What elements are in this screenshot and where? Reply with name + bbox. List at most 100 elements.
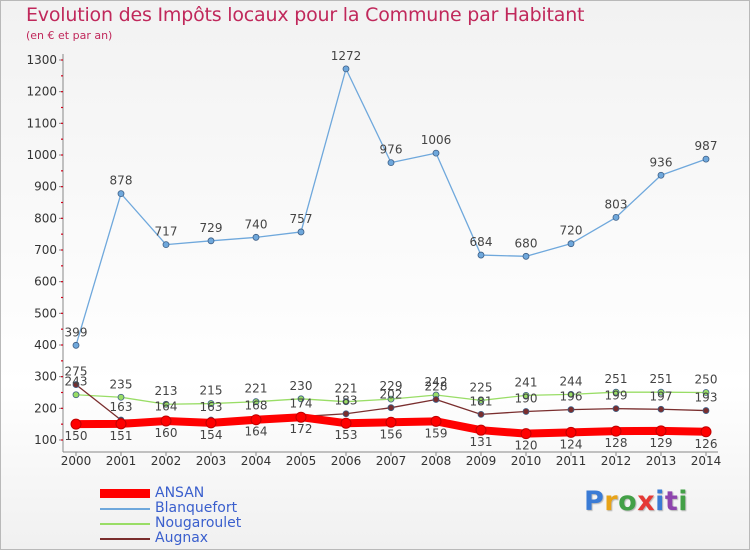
- logo-letter: r: [604, 486, 619, 517]
- data-point-blanquefort: [387, 159, 395, 167]
- y-tick-label: 1000: [26, 148, 57, 162]
- data-point-ansan: [520, 428, 532, 440]
- y-tick-label: 900: [34, 180, 57, 194]
- data-label-augnax: 181: [470, 394, 493, 408]
- x-tick-label: 2010: [511, 454, 542, 468]
- x-tick-label: 2002: [151, 454, 182, 468]
- data-label-augnax: 164: [155, 400, 178, 414]
- data-point-ansan: [385, 416, 397, 428]
- proxiti-logo: Proxiti: [584, 486, 688, 517]
- data-point-blanquefort: [432, 149, 440, 157]
- data-label-blanquefort: 399: [65, 325, 88, 339]
- data-point-nougaroulet: [252, 398, 260, 406]
- data-label-blanquefort: 680: [515, 236, 538, 250]
- data-point-blanquefort: [117, 190, 125, 198]
- data-point-augnax: [612, 405, 620, 413]
- data-label-ansan: 124: [560, 437, 583, 451]
- y-tick-label: 600: [34, 275, 57, 289]
- data-point-nougaroulet: [522, 391, 530, 399]
- x-tick-label: 2014: [691, 454, 722, 468]
- data-label-augnax: 228: [425, 379, 448, 393]
- data-label-nougaroulet: 251: [605, 372, 628, 386]
- data-point-ansan: [250, 414, 262, 426]
- data-label-blanquefort: 740: [245, 217, 268, 231]
- data-point-augnax: [342, 410, 350, 418]
- data-label-augnax: 196: [560, 390, 583, 404]
- y-tick-label: 700: [34, 243, 57, 257]
- data-label-nougaroulet: 213: [155, 384, 178, 398]
- data-point-blanquefort: [477, 251, 485, 259]
- data-label-ansan: 131: [470, 435, 493, 449]
- x-tick-label: 2013: [646, 454, 677, 468]
- data-label-augnax: 163: [110, 400, 133, 414]
- data-label-blanquefort: 878: [110, 174, 133, 188]
- data-label-blanquefort: 1272: [331, 49, 362, 63]
- data-point-blanquefort: [657, 171, 665, 179]
- data-label-nougaroulet: 221: [335, 382, 358, 396]
- legend-label-blanquefort: Blanquefort: [155, 500, 238, 516]
- data-point-nougaroulet: [117, 393, 125, 401]
- data-point-ansan: [610, 425, 622, 437]
- data-point-augnax: [657, 405, 665, 413]
- data-point-blanquefort: [72, 341, 80, 349]
- data-point-blanquefort: [702, 155, 710, 163]
- data-label-blanquefort: 803: [605, 197, 628, 211]
- data-point-blanquefort: [522, 252, 530, 260]
- legend-item-ansan: ANSAN: [100, 486, 241, 501]
- data-point-blanquefort: [567, 240, 575, 248]
- legend-swatch-blanquefort: [100, 507, 150, 510]
- data-label-ansan: 160: [155, 426, 178, 440]
- data-point-augnax: [477, 410, 485, 418]
- data-point-augnax: [702, 407, 710, 414]
- data-point-blanquefort: [297, 228, 305, 236]
- data-label-augnax: 202: [380, 388, 403, 402]
- x-tick-label: 2006: [331, 454, 362, 468]
- data-point-nougaroulet: [657, 388, 665, 396]
- data-label-nougaroulet: 241: [515, 375, 538, 389]
- x-tick-label: 2007: [376, 454, 407, 468]
- data-label-ansan: 153: [335, 428, 358, 442]
- logo-letter: x: [637, 486, 656, 517]
- chart-title: Evolution des Impôts locaux pour la Comm…: [26, 4, 585, 26]
- logo-letter: i: [678, 486, 689, 517]
- data-label-ansan: 172: [290, 422, 313, 436]
- data-label-ansan: 129: [650, 436, 673, 450]
- data-label-augnax: 197: [650, 389, 673, 403]
- data-label-nougaroulet: 250: [695, 373, 718, 387]
- legend-swatch-nougaroulet: [100, 522, 150, 525]
- y-tick-label: 100: [34, 433, 57, 447]
- data-label-augnax: 168: [245, 398, 268, 412]
- data-point-nougaroulet: [297, 395, 305, 403]
- data-point-ansan: [205, 417, 217, 429]
- data-point-ansan: [115, 418, 127, 430]
- data-point-blanquefort: [612, 213, 620, 221]
- data-point-ansan: [655, 425, 667, 437]
- data-label-augnax: 275: [65, 365, 88, 379]
- legend-label-augnax: Augnax: [155, 530, 209, 546]
- x-tick-label: 2009: [466, 454, 497, 468]
- data-label-nougaroulet: 235: [110, 377, 133, 391]
- data-label-nougaroulet: 243: [65, 375, 88, 389]
- logo-letter: i: [655, 486, 665, 517]
- data-label-ansan: 154: [200, 428, 223, 442]
- data-point-ansan: [475, 424, 487, 436]
- data-point-ansan: [160, 415, 172, 427]
- data-label-blanquefort: 720: [560, 224, 583, 238]
- data-label-ansan: 128: [605, 436, 628, 450]
- x-tick-label: 2005: [286, 454, 317, 468]
- x-tick-label: 2001: [106, 454, 137, 468]
- data-point-ansan: [295, 411, 307, 423]
- data-label-blanquefort: 1006: [421, 133, 452, 147]
- legend-item-augnax: Augnax: [100, 531, 241, 546]
- data-point-nougaroulet: [612, 388, 620, 396]
- data-point-augnax: [567, 406, 575, 414]
- data-point-ansan: [565, 426, 577, 438]
- x-tick-label: 2004: [241, 454, 272, 468]
- y-tick-label: 1200: [26, 85, 57, 99]
- data-point-nougaroulet: [72, 391, 80, 399]
- data-point-nougaroulet: [342, 398, 350, 406]
- data-label-ansan: 120: [515, 439, 538, 453]
- data-label-nougaroulet: 225: [470, 380, 493, 394]
- y-tick-label: 1300: [26, 53, 57, 67]
